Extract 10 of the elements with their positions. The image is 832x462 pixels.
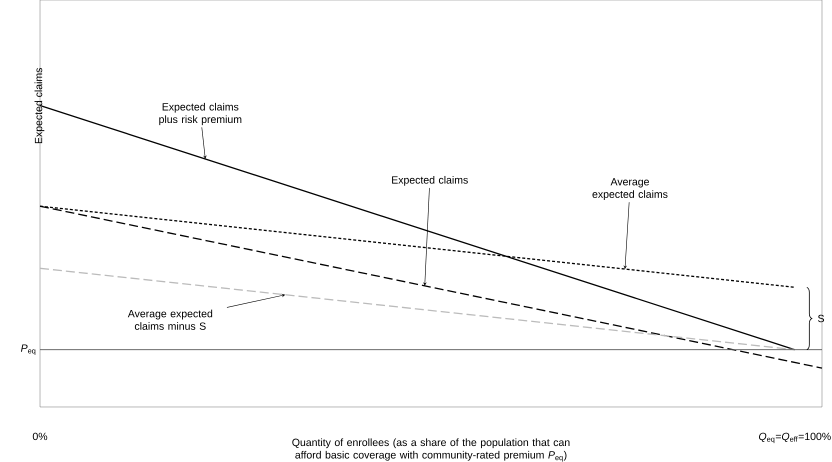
text: Expected claims <box>392 176 468 186</box>
series-label: Expected claims plus risk premium <box>159 102 242 126</box>
text: Average expected claims <box>592 178 668 200</box>
ref-line-label: P$_{eq}$ <box>20 344 36 355</box>
x-tick-label: Q$_{eq}$=Q$_{eff}$=100% <box>759 432 831 444</box>
annotation: S <box>818 314 824 322</box>
x-tick-label: 0% <box>32 432 48 440</box>
y-axis-title: Expected claims <box>34 68 44 144</box>
text: Average expected claims minus S <box>128 310 212 330</box>
x-axis-title: Quantity of enrollees (as a share of the population that can afford basic coverage with community-rated premium P$_{eq}$) <box>292 438 570 462</box>
